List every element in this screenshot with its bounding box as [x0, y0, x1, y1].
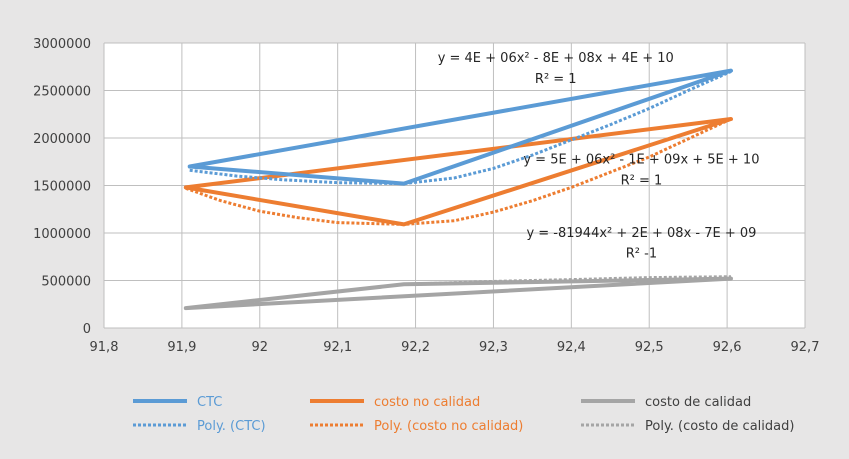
x-tick-label: 92,7 — [791, 340, 820, 355]
x-tick-label: 92,5 — [635, 340, 664, 355]
x-tick-label: 92,2 — [401, 340, 430, 355]
y-tick-label: 1000000 — [33, 227, 91, 242]
series-line-poly-costo-de-calidad — [403, 275, 732, 286]
y-tick-label: 1500000 — [33, 180, 91, 195]
legend-item-poly-costo-de-calidad: Poly. (costo de calidad) — [581, 419, 794, 434]
legend-item-poly-ctc: Poly. (CTC) — [133, 419, 266, 434]
trendline-equation-2: y = 5E + 06x² - 1E + 09x + 5E + 10 — [523, 153, 759, 168]
y-tick-label: 2000000 — [33, 132, 91, 147]
trendline-r2-2: R² = 1 — [621, 174, 663, 189]
y-tick-label: 3000000 — [33, 37, 91, 52]
x-tick-label: 92,6 — [713, 340, 742, 355]
legend-item-costo-no-calidad: costo no calidad — [310, 395, 480, 410]
x-tick-label: 92,4 — [557, 340, 586, 355]
legend-item-poly-costo-no-calidad: Poly. (costo no calidad) — [310, 419, 523, 434]
legend-label: Poly. (costo no calidad) — [374, 419, 523, 434]
x-tick-label: 92,1 — [323, 340, 352, 355]
x-tick-label: 91,8 — [90, 340, 119, 355]
series-line-costo-no-calidad — [183, 117, 733, 227]
trendline-equation-1: y = 4E + 06x² - 8E + 08x + 4E + 10 — [438, 51, 674, 66]
legend-label: Poly. (CTC) — [197, 419, 266, 434]
trendline-equation-3: y = -81944x² + 2E + 08x - 7E + 09 — [526, 226, 756, 241]
legend: CTC costo no calidad costo de calidad Poly.… — [133, 395, 794, 434]
x-tick-label: 91,9 — [167, 340, 196, 355]
series-line-ctc — [187, 68, 733, 186]
legend-label: CTC — [197, 395, 222, 410]
x-axis-ticks: 91,8 91,9 92 92,1 92,2 92,3 92,4 92,5 92,6 92,7 — [90, 340, 820, 355]
series — [183, 68, 733, 311]
legend-label: costo no calidad — [374, 395, 480, 410]
series-line-costo-de-calidad — [183, 276, 733, 311]
x-tick-label: 92 — [252, 340, 269, 355]
series-line-poly-ctc — [189, 70, 732, 186]
grid-lines — [103, 42, 806, 329]
series-line-poly-costo-no-calidad — [185, 117, 732, 226]
legend-item-costo-de-calidad: costo de calidad — [581, 395, 751, 410]
y-tick-label: 500000 — [41, 275, 91, 290]
trendline-equations: y = 4E + 06x² - 8E + 08x + 4E + 10 R² = 1… — [438, 51, 760, 262]
x-tick-label: 92,3 — [479, 340, 508, 355]
trendline-r2-1: R² = 1 — [535, 72, 577, 87]
legend-label: costo de calidad — [645, 395, 751, 410]
y-tick-label: 0 — [83, 322, 91, 337]
y-tick-label: 2500000 — [33, 85, 91, 100]
legend-item-ctc: CTC — [133, 395, 222, 410]
trendline-r2-3: R² -1 — [626, 247, 657, 262]
legend-label: Poly. (costo de calidad) — [645, 419, 794, 434]
y-axis-ticks: 0 500000 1000000 1500000 2000000 2500000 30000… — [33, 37, 91, 337]
